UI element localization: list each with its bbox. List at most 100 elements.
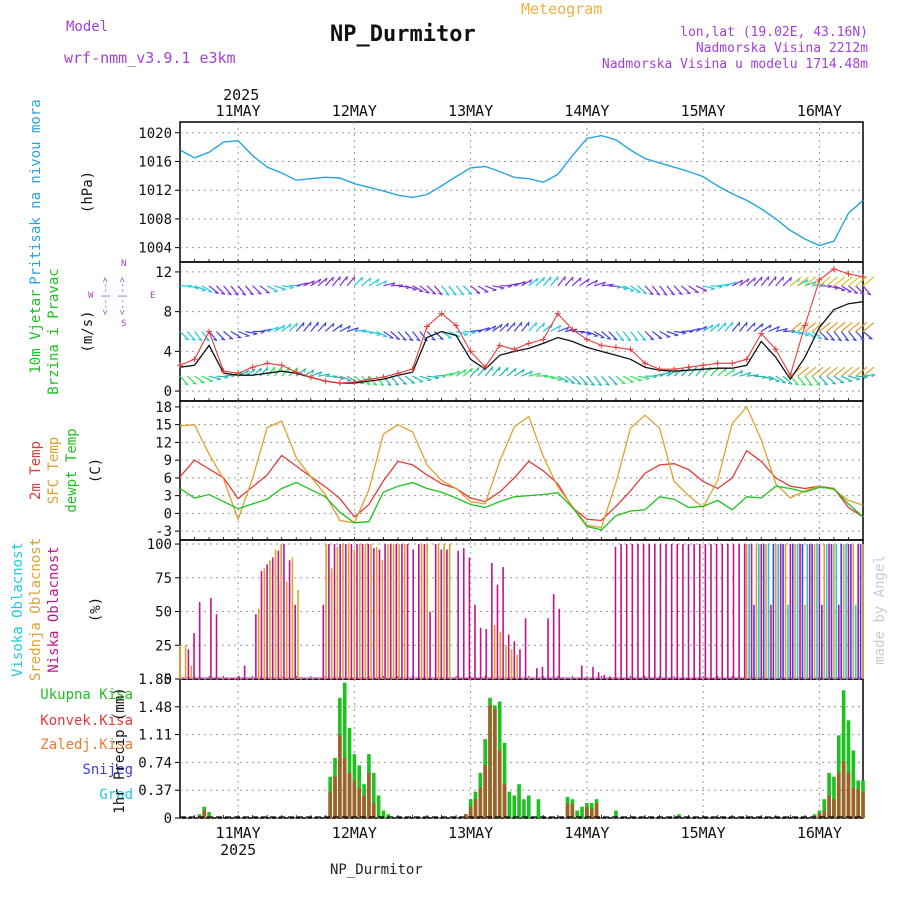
wind-arrow bbox=[579, 278, 590, 287]
wind-arrow-head bbox=[860, 292, 865, 295]
precip-ytick-label: 1.11 bbox=[138, 728, 172, 744]
wind-arrow bbox=[819, 276, 831, 287]
wind-arrow bbox=[557, 375, 569, 383]
wind-arrow bbox=[419, 375, 432, 381]
wind-arrow-head bbox=[557, 379, 563, 382]
wind-arrow bbox=[492, 323, 503, 332]
wind-arrow bbox=[674, 330, 687, 334]
precip-legend-label: Grad bbox=[99, 787, 133, 803]
wind-arrow-head bbox=[220, 338, 225, 341]
pressure-line bbox=[179, 134, 864, 247]
wind-arrow-head bbox=[252, 368, 256, 373]
temperature-ytick-label: -3 bbox=[155, 524, 172, 540]
wind-arrow bbox=[201, 285, 213, 293]
wind-arrow bbox=[579, 330, 592, 335]
wind-gust-marker bbox=[656, 366, 663, 373]
wind-arrow-head bbox=[710, 288, 715, 291]
wind-arrow-head bbox=[353, 276, 356, 281]
wind-arrow bbox=[659, 371, 671, 377]
wind-arrow-head bbox=[475, 292, 481, 294]
wind-arrow-head bbox=[774, 276, 777, 281]
wind-arrow bbox=[470, 366, 480, 377]
precip-bar bbox=[526, 795, 531, 818]
wind-arrow bbox=[310, 371, 323, 377]
wind-arrow-head bbox=[289, 323, 292, 328]
wind-gust-marker bbox=[482, 364, 489, 371]
wind-arrow bbox=[673, 285, 683, 295]
cloud-ytick-label: 100 bbox=[147, 537, 172, 553]
wind-arrow bbox=[630, 331, 639, 342]
wind-arrow-head bbox=[844, 338, 849, 342]
model-elevation-label: Nadmorska Visina u modelu 1714.48m bbox=[601, 57, 868, 72]
wind-arrow bbox=[768, 375, 780, 382]
wind-arrow bbox=[259, 328, 272, 333]
wind-arrow-head bbox=[597, 383, 602, 387]
wind-arrow-head bbox=[245, 335, 250, 337]
wind-arrow-head bbox=[359, 382, 364, 385]
wind-gust-marker bbox=[467, 348, 474, 355]
precip-legend-label: Snijeg bbox=[82, 762, 133, 778]
precip-bar bbox=[376, 795, 381, 818]
wind-arrow-head bbox=[823, 383, 828, 386]
pressure-title-group: Pritisak na nivou mora bbox=[28, 99, 44, 284]
wind-arrow bbox=[862, 322, 875, 332]
wind-arrow-head bbox=[507, 285, 512, 289]
wind-arrow-head bbox=[402, 382, 407, 385]
precip-bar bbox=[507, 791, 512, 818]
precip-ylabel: 1hr Precip (mm) bbox=[112, 687, 128, 813]
wind-arrow-head bbox=[368, 277, 372, 282]
temperature-title: SFC Temp bbox=[46, 437, 62, 504]
wind-arrow-head bbox=[297, 284, 302, 288]
wind-arrow bbox=[761, 375, 774, 380]
wind-arrow-head bbox=[667, 371, 672, 376]
wind-arrow bbox=[281, 285, 294, 288]
precip-bar bbox=[352, 780, 357, 818]
wind-arrow bbox=[855, 331, 865, 341]
wind-arrow bbox=[433, 285, 443, 296]
model-label: Model bbox=[66, 19, 109, 35]
coords-label: lon,lat (19.02E, 43.16N) bbox=[680, 25, 868, 40]
wind-arrow bbox=[390, 375, 400, 386]
precip-bar bbox=[381, 810, 386, 818]
wind-arrow-head bbox=[477, 367, 480, 372]
time-axis: 2025202511MAY11MAY12MAY12MAY13MAY13MAY14… bbox=[216, 86, 842, 859]
wind-arrow-head bbox=[529, 279, 533, 284]
wind-arrow bbox=[644, 285, 654, 296]
compass-arrow: <--|--> bbox=[118, 276, 128, 315]
wind-arrow-head bbox=[641, 338, 646, 341]
cloud-ytick-label: 50 bbox=[155, 605, 172, 621]
wind-arrow-head bbox=[463, 369, 467, 374]
wind-arrow bbox=[601, 331, 612, 340]
wind-gust-marker bbox=[830, 265, 837, 272]
wind-arrow-head bbox=[521, 369, 525, 374]
wind-arrow-head bbox=[747, 372, 752, 376]
cloud-ytick-label: 75 bbox=[155, 571, 172, 587]
temperature-ytick-label: 3 bbox=[164, 489, 172, 505]
pressure-ytick-label: 1008 bbox=[138, 212, 172, 228]
wind-arrow bbox=[622, 375, 634, 383]
wind-arrow bbox=[419, 285, 430, 294]
wind-arrow bbox=[651, 285, 661, 296]
precip-bar bbox=[536, 799, 541, 818]
wind-arrow bbox=[288, 322, 298, 332]
wind-arrow bbox=[760, 324, 772, 333]
wind-arrow bbox=[223, 285, 232, 296]
wind-arrow bbox=[768, 326, 780, 333]
wind-arrow bbox=[811, 375, 821, 386]
pressure-panel: 1004 1008 1012 1016 1020 bbox=[138, 121, 864, 263]
wind-arrow bbox=[833, 375, 845, 384]
wind-arrow bbox=[586, 330, 599, 337]
wind-arrow bbox=[557, 276, 566, 287]
temperature-ytick-label: 15 bbox=[155, 418, 172, 434]
wind-arrow-head bbox=[340, 324, 343, 329]
precip-bar bbox=[846, 772, 851, 818]
compass-e-label: E bbox=[150, 291, 155, 301]
wind-gust-marker bbox=[424, 323, 431, 330]
elevation-label: Nadmorska Visina 2212m bbox=[695, 41, 868, 56]
wind-arrow bbox=[499, 322, 509, 332]
precip-bar bbox=[371, 772, 376, 818]
wind-arrow bbox=[557, 326, 570, 333]
compass-s-label: S bbox=[121, 319, 126, 329]
wind-arrow bbox=[462, 285, 473, 295]
